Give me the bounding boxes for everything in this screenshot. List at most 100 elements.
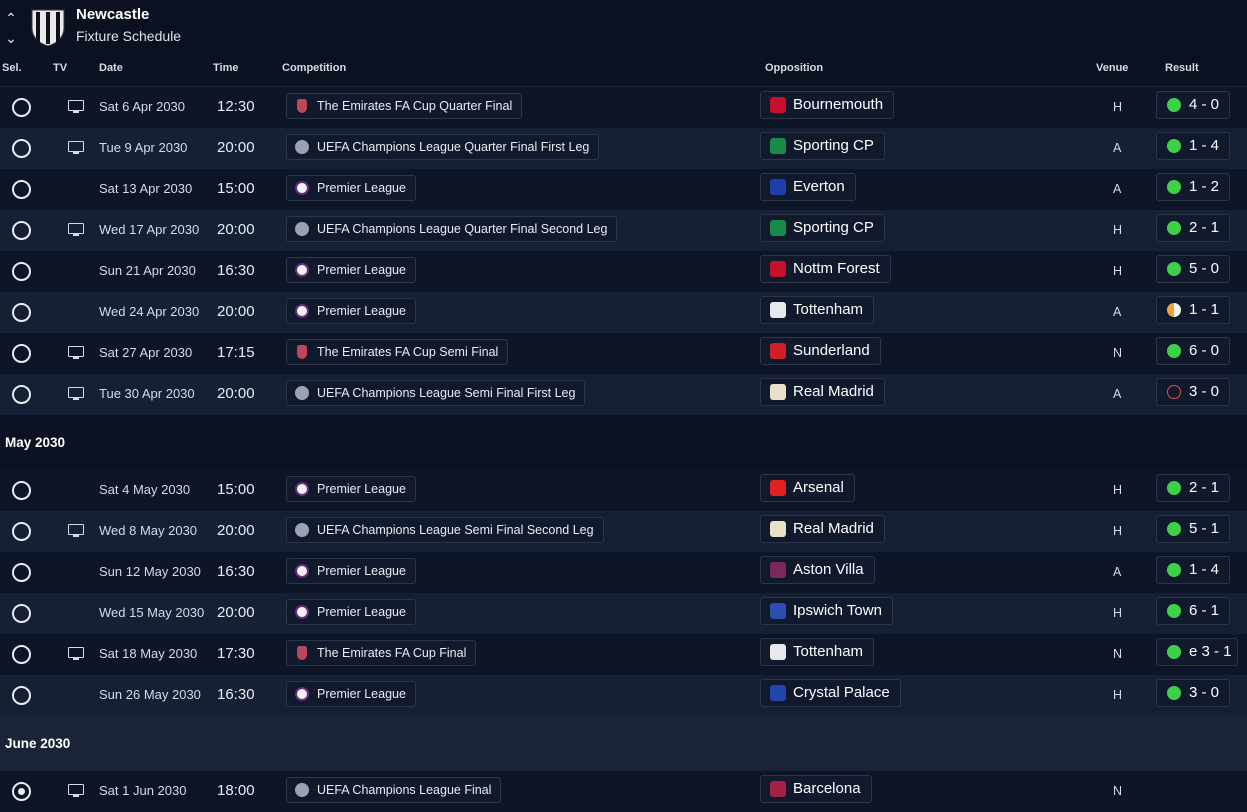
select-radio[interactable] bbox=[12, 782, 31, 801]
result-button[interactable]: 3 - 0 bbox=[1156, 378, 1230, 406]
select-radio[interactable] bbox=[12, 180, 31, 199]
opposition-link[interactable]: Bournemouth bbox=[760, 91, 895, 119]
win-indicator-icon bbox=[1167, 180, 1181, 194]
competition-link[interactable]: Premier League bbox=[286, 681, 416, 707]
opposition-link[interactable]: Nottm Forest bbox=[760, 255, 891, 283]
result-button[interactable]: 1 - 2 bbox=[1156, 173, 1230, 201]
result-button[interactable]: 1 - 4 bbox=[1156, 132, 1230, 160]
result-score: 1 - 4 bbox=[1189, 137, 1220, 154]
table-row[interactable]: Wed 8 May 2030 20:00 UEFA Champions League… bbox=[0, 511, 1247, 552]
result-button[interactable]: 1 - 4 bbox=[1156, 556, 1230, 584]
competition-link[interactable]: UEFA Champions League Quarter Final Seco… bbox=[286, 216, 618, 242]
table-row[interactable]: Wed 24 Apr 2030 20:00 Premier League Totten… bbox=[0, 292, 1247, 333]
table-row[interactable]: Sat 4 May 2030 15:00 Premier League Arsenal… bbox=[0, 470, 1247, 511]
opposition-link[interactable]: Tottenham bbox=[760, 296, 875, 324]
competition-link[interactable]: Premier League bbox=[286, 257, 416, 283]
competition-link[interactable]: UEFA Champions League Quarter Final Firs… bbox=[286, 134, 600, 160]
table-row[interactable]: Sun 21 Apr 2030 16:30 Premier League Nottm … bbox=[0, 251, 1247, 292]
competition-link[interactable]: The Emirates FA Cup Semi Final bbox=[286, 339, 509, 365]
table-row[interactable]: Sat 1 Jun 2030 18:00 UEFA Champions League… bbox=[0, 771, 1247, 812]
opposition-link[interactable]: Aston Villa bbox=[760, 556, 875, 584]
header-competition[interactable]: Competition bbox=[282, 62, 347, 74]
header-tv[interactable]: TV bbox=[53, 62, 68, 74]
club-badge-icon bbox=[770, 562, 786, 578]
select-radio[interactable] bbox=[12, 563, 31, 582]
opposition-link[interactable]: Sunderland bbox=[760, 337, 881, 365]
competition-link[interactable]: UEFA Champions League Semi Final First L… bbox=[286, 380, 586, 406]
table-row[interactable]: Sun 12 May 2030 16:30 Premier League Aston … bbox=[0, 552, 1247, 593]
opposition-link[interactable]: Tottenham bbox=[760, 638, 875, 666]
club-badge-icon bbox=[770, 603, 786, 619]
table-row[interactable]: Sat 27 Apr 2030 17:15 The Emirates FA Cup … bbox=[0, 333, 1247, 374]
opposition-link[interactable]: Real Madrid bbox=[760, 515, 885, 543]
win-indicator-icon bbox=[1167, 139, 1181, 153]
competition-link[interactable]: The Emirates FA Cup Quarter Final bbox=[286, 93, 523, 119]
select-radio[interactable] bbox=[12, 344, 31, 363]
opposition-link[interactable]: Sporting CP bbox=[760, 132, 885, 160]
table-row[interactable]: Tue 9 Apr 2030 20:00 UEFA Champions League… bbox=[0, 128, 1247, 169]
competition-link[interactable]: Premier League bbox=[286, 175, 416, 201]
win-indicator-icon bbox=[1167, 645, 1181, 659]
competition-link[interactable]: The Emirates FA Cup Final bbox=[286, 640, 477, 666]
opposition-link[interactable]: Barcelona bbox=[760, 775, 872, 803]
result-button[interactable]: 6 - 0 bbox=[1156, 337, 1230, 365]
header-opposition[interactable]: Opposition bbox=[765, 62, 824, 74]
opposition-link[interactable]: Arsenal bbox=[760, 474, 855, 502]
result-score: 2 - 1 bbox=[1189, 479, 1220, 496]
select-radio[interactable] bbox=[12, 139, 31, 158]
select-radio[interactable] bbox=[12, 303, 31, 322]
result-button[interactable]: 2 - 1 bbox=[1156, 474, 1230, 502]
club-badge-icon bbox=[770, 521, 786, 537]
select-radio[interactable] bbox=[12, 481, 31, 500]
select-radio[interactable] bbox=[12, 98, 31, 117]
table-row[interactable]: Sat 13 Apr 2030 15:00 Premier League Everto… bbox=[0, 169, 1247, 210]
opposition-link[interactable]: Real Madrid bbox=[760, 378, 885, 406]
result-button[interactable]: 6 - 1 bbox=[1156, 597, 1230, 625]
competition-link[interactable]: UEFA Champions League Final bbox=[286, 777, 502, 803]
header-venue[interactable]: Venue bbox=[1096, 62, 1129, 74]
competition-link[interactable]: Premier League bbox=[286, 298, 416, 324]
header-sel[interactable]: Sel. bbox=[2, 62, 22, 74]
select-radio[interactable] bbox=[12, 604, 31, 623]
select-radio[interactable] bbox=[12, 522, 31, 541]
header-result[interactable]: Result bbox=[1165, 62, 1199, 74]
result-button[interactable]: 4 - 0 bbox=[1156, 91, 1230, 119]
table-row[interactable]: Sat 6 Apr 2030 12:30 The Emirates FA Cup Q… bbox=[0, 87, 1247, 128]
table-row[interactable]: Wed 15 May 2030 20:00 Premier League Ipswic… bbox=[0, 593, 1247, 634]
competition-name: UEFA Champions League Quarter Final Seco… bbox=[317, 222, 608, 236]
competition-link[interactable]: UEFA Champions League Semi Final Second … bbox=[286, 517, 604, 543]
header-date[interactable]: Date bbox=[99, 62, 123, 74]
chevron-down-icon[interactable]: ⌄ bbox=[5, 30, 17, 46]
result-button[interactable]: 5 - 1 bbox=[1156, 515, 1230, 543]
chevron-up-icon[interactable]: ⌃ bbox=[5, 10, 17, 26]
opposition-link[interactable]: Everton bbox=[760, 173, 856, 201]
result-button[interactable]: 3 - 0 bbox=[1156, 679, 1230, 707]
opposition-name: Nottm Forest bbox=[793, 260, 880, 277]
competition-link[interactable]: Premier League bbox=[286, 558, 416, 584]
opposition-link[interactable]: Ipswich Town bbox=[760, 597, 893, 625]
opposition-link[interactable]: Crystal Palace bbox=[760, 679, 901, 707]
select-radio[interactable] bbox=[12, 221, 31, 240]
competition-link[interactable]: Premier League bbox=[286, 599, 416, 625]
select-radio[interactable] bbox=[12, 645, 31, 664]
result-button[interactable]: 5 - 0 bbox=[1156, 255, 1230, 283]
competition-link[interactable]: Premier League bbox=[286, 476, 416, 502]
team-name[interactable]: Newcastle bbox=[76, 6, 150, 23]
table-row[interactable]: Wed 17 Apr 2030 20:00 UEFA Champions Leagu… bbox=[0, 210, 1247, 251]
select-radio[interactable] bbox=[12, 686, 31, 705]
fixture-time: 20:00 bbox=[217, 221, 255, 238]
fixture-date: Tue 9 Apr 2030 bbox=[99, 140, 188, 155]
competition-name: Premier League bbox=[317, 482, 406, 496]
venue: H bbox=[1113, 483, 1123, 497]
select-radio[interactable] bbox=[12, 385, 31, 404]
header-time[interactable]: Time bbox=[213, 62, 239, 74]
table-row[interactable]: Sun 26 May 2030 16:30 Premier League Crysta… bbox=[0, 675, 1247, 716]
select-radio[interactable] bbox=[12, 262, 31, 281]
result-button[interactable]: 1 - 1 bbox=[1156, 296, 1230, 324]
table-row[interactable]: Sat 18 May 2030 17:30 The Emirates FA Cup … bbox=[0, 634, 1247, 675]
result-button[interactable]: 2 - 1 bbox=[1156, 214, 1230, 242]
venue: N bbox=[1113, 784, 1123, 798]
result-button[interactable]: e 3 - 1 bbox=[1156, 638, 1238, 666]
opposition-link[interactable]: Sporting CP bbox=[760, 214, 885, 242]
table-row[interactable]: Tue 30 Apr 2030 20:00 UEFA Champions Leagu… bbox=[0, 374, 1247, 415]
